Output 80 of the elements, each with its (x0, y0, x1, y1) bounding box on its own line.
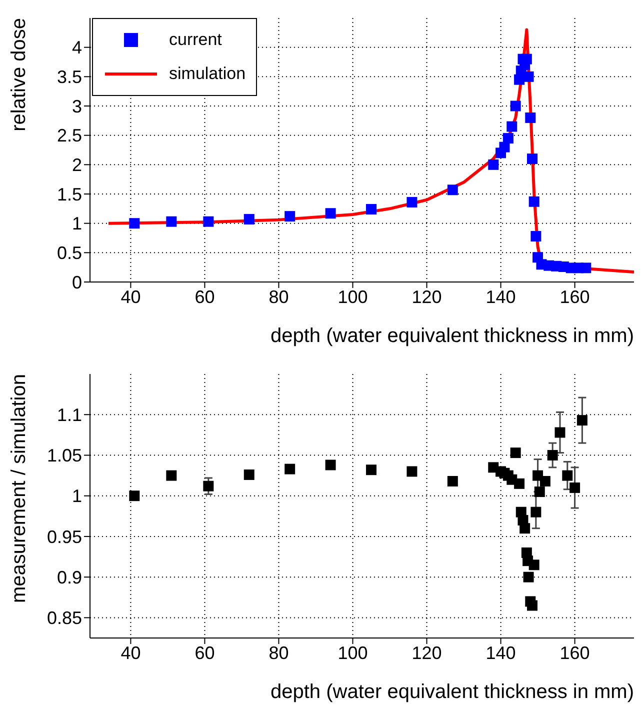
y-tick-label: 0 (72, 272, 82, 292)
x-tick-label: 140 (486, 642, 516, 663)
x-tick-label: 160 (560, 642, 590, 663)
point (366, 204, 376, 214)
point (325, 460, 336, 470)
y-tick-label: 3 (72, 96, 82, 116)
point (244, 214, 254, 224)
x-tick-label: 160 (560, 286, 590, 307)
point (520, 523, 530, 534)
x-tick-label: 140 (486, 286, 516, 307)
point (510, 100, 521, 112)
y-tick-label: 0.5 (56, 243, 82, 264)
point (523, 71, 534, 82)
point (325, 208, 336, 219)
point (534, 486, 545, 498)
y-tick-label: 3.5 (56, 67, 82, 88)
y-tick-label: 0.95 (46, 526, 82, 547)
x-tick-label: 80 (268, 286, 289, 307)
x-tick-label: 60 (194, 642, 215, 663)
point (499, 142, 510, 152)
point (502, 133, 514, 144)
y-tick-label: 1.1 (56, 405, 82, 426)
point (528, 196, 540, 207)
x-tick-label: 100 (338, 642, 368, 663)
legend-label: current (169, 30, 222, 50)
point (488, 159, 499, 170)
point (547, 450, 558, 460)
point (523, 572, 534, 582)
x-tick-label: 80 (268, 642, 289, 663)
x-tick-label: 100 (338, 286, 368, 307)
x-axis-title: depth (water equivalent thickness in mm) (270, 681, 634, 704)
point (203, 216, 214, 227)
y-tick-label: 1 (72, 214, 82, 234)
point (562, 470, 573, 481)
line-series (107, 28, 634, 274)
x-tick-label: 120 (412, 642, 442, 663)
point (528, 560, 540, 570)
point (166, 216, 177, 227)
point (166, 470, 177, 481)
y-tick-label: 2.5 (56, 126, 82, 146)
y-tick-label: 4 (72, 38, 82, 58)
x-axis-title: depth (water equivalent thickness in mm) (270, 325, 634, 348)
x-tick-label: 40 (120, 642, 141, 663)
point (580, 262, 592, 274)
point (514, 478, 525, 489)
x-tick-label: 40 (120, 286, 141, 307)
point (576, 415, 588, 426)
point (506, 121, 518, 132)
point (554, 427, 566, 438)
point (526, 600, 538, 611)
point (525, 112, 536, 123)
point (406, 196, 418, 208)
legend-label: simulation (169, 64, 246, 84)
y-axis-title: relative dose (8, 18, 30, 132)
point (129, 490, 140, 502)
point (203, 480, 214, 492)
y-tick-label: 1.5 (56, 184, 82, 204)
point (244, 469, 254, 480)
point (284, 211, 296, 222)
point (521, 54, 532, 64)
point (406, 466, 418, 477)
y-axis-title: measurement / simulation (8, 374, 30, 603)
point (526, 154, 538, 164)
point (447, 184, 458, 196)
x-tick-label: 60 (194, 286, 215, 307)
y-tick-label: 2 (72, 155, 82, 176)
point (284, 464, 296, 474)
point (530, 230, 542, 242)
point (129, 218, 140, 229)
y-tick-label: 1 (72, 486, 82, 506)
x-tick-label: 120 (412, 286, 442, 307)
point (530, 506, 542, 518)
point (447, 476, 458, 486)
point (540, 476, 550, 486)
y-tick-label: 0.85 (46, 608, 82, 628)
point (510, 448, 521, 458)
point (366, 464, 376, 476)
y-tick-label: 0.9 (56, 567, 82, 588)
y-tick-label: 1.05 (46, 446, 82, 466)
point (570, 482, 580, 493)
